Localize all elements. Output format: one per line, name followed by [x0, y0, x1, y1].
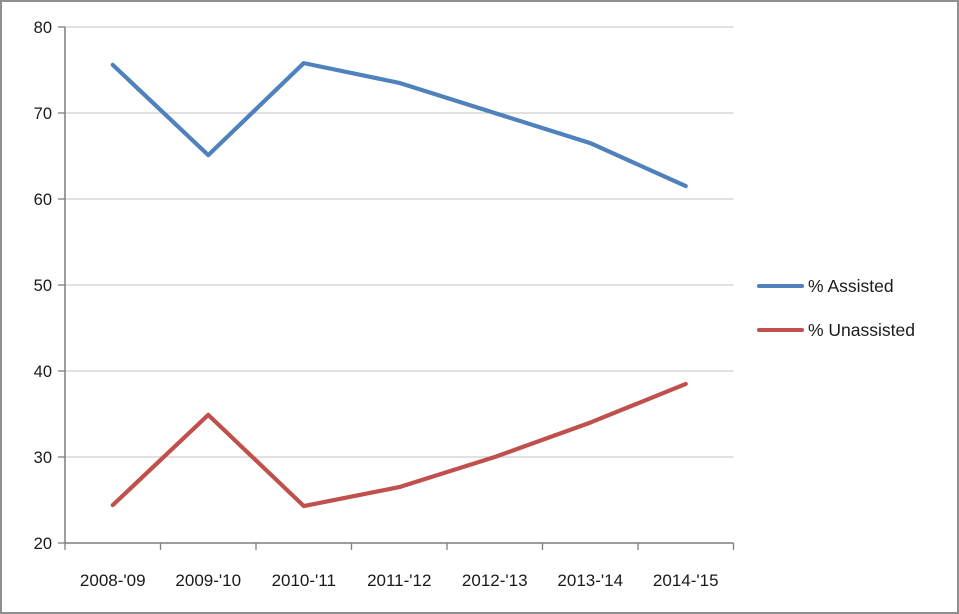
legend-swatch-unassisted-line	[757, 328, 804, 332]
x-category-label-1: 2009-'10	[175, 571, 241, 590]
y-tick-label-20: 20	[34, 535, 52, 553]
series-line-1-unassisted[interactable]	[110, 381, 688, 509]
x-category-label-3: 2011-'12	[367, 571, 431, 590]
y-tick-label-70: 70	[34, 105, 52, 123]
legend-label-assisted: % Assisted	[808, 276, 894, 296]
legend-item-assisted[interactable]: % Assisted	[757, 275, 915, 297]
x-category-label-4: 2012-'13	[462, 571, 528, 590]
y-tick-label-30: 30	[34, 449, 52, 467]
x-category-label-2: 2010-'11	[272, 571, 336, 590]
y-tick-label-80: 80	[34, 19, 52, 37]
legend-item-unassisted[interactable]: % Unassisted	[757, 319, 915, 341]
legend-label-unassisted: % Unassisted	[808, 320, 915, 340]
y-tick-label-50: 50	[34, 277, 52, 295]
legend-swatch-assisted-line	[757, 284, 804, 288]
x-category-label-0: 2008-'09	[80, 571, 146, 590]
y-tick-label-60: 60	[34, 191, 52, 209]
series-line-0-assisted[interactable]	[110, 61, 688, 189]
x-category-label-5: 2013-'14	[557, 571, 623, 590]
y-tick-label-40: 40	[34, 363, 52, 381]
x-category-label-6: 2014-'15	[653, 571, 719, 590]
chart-legend: % Assisted % Unassisted	[757, 275, 915, 341]
